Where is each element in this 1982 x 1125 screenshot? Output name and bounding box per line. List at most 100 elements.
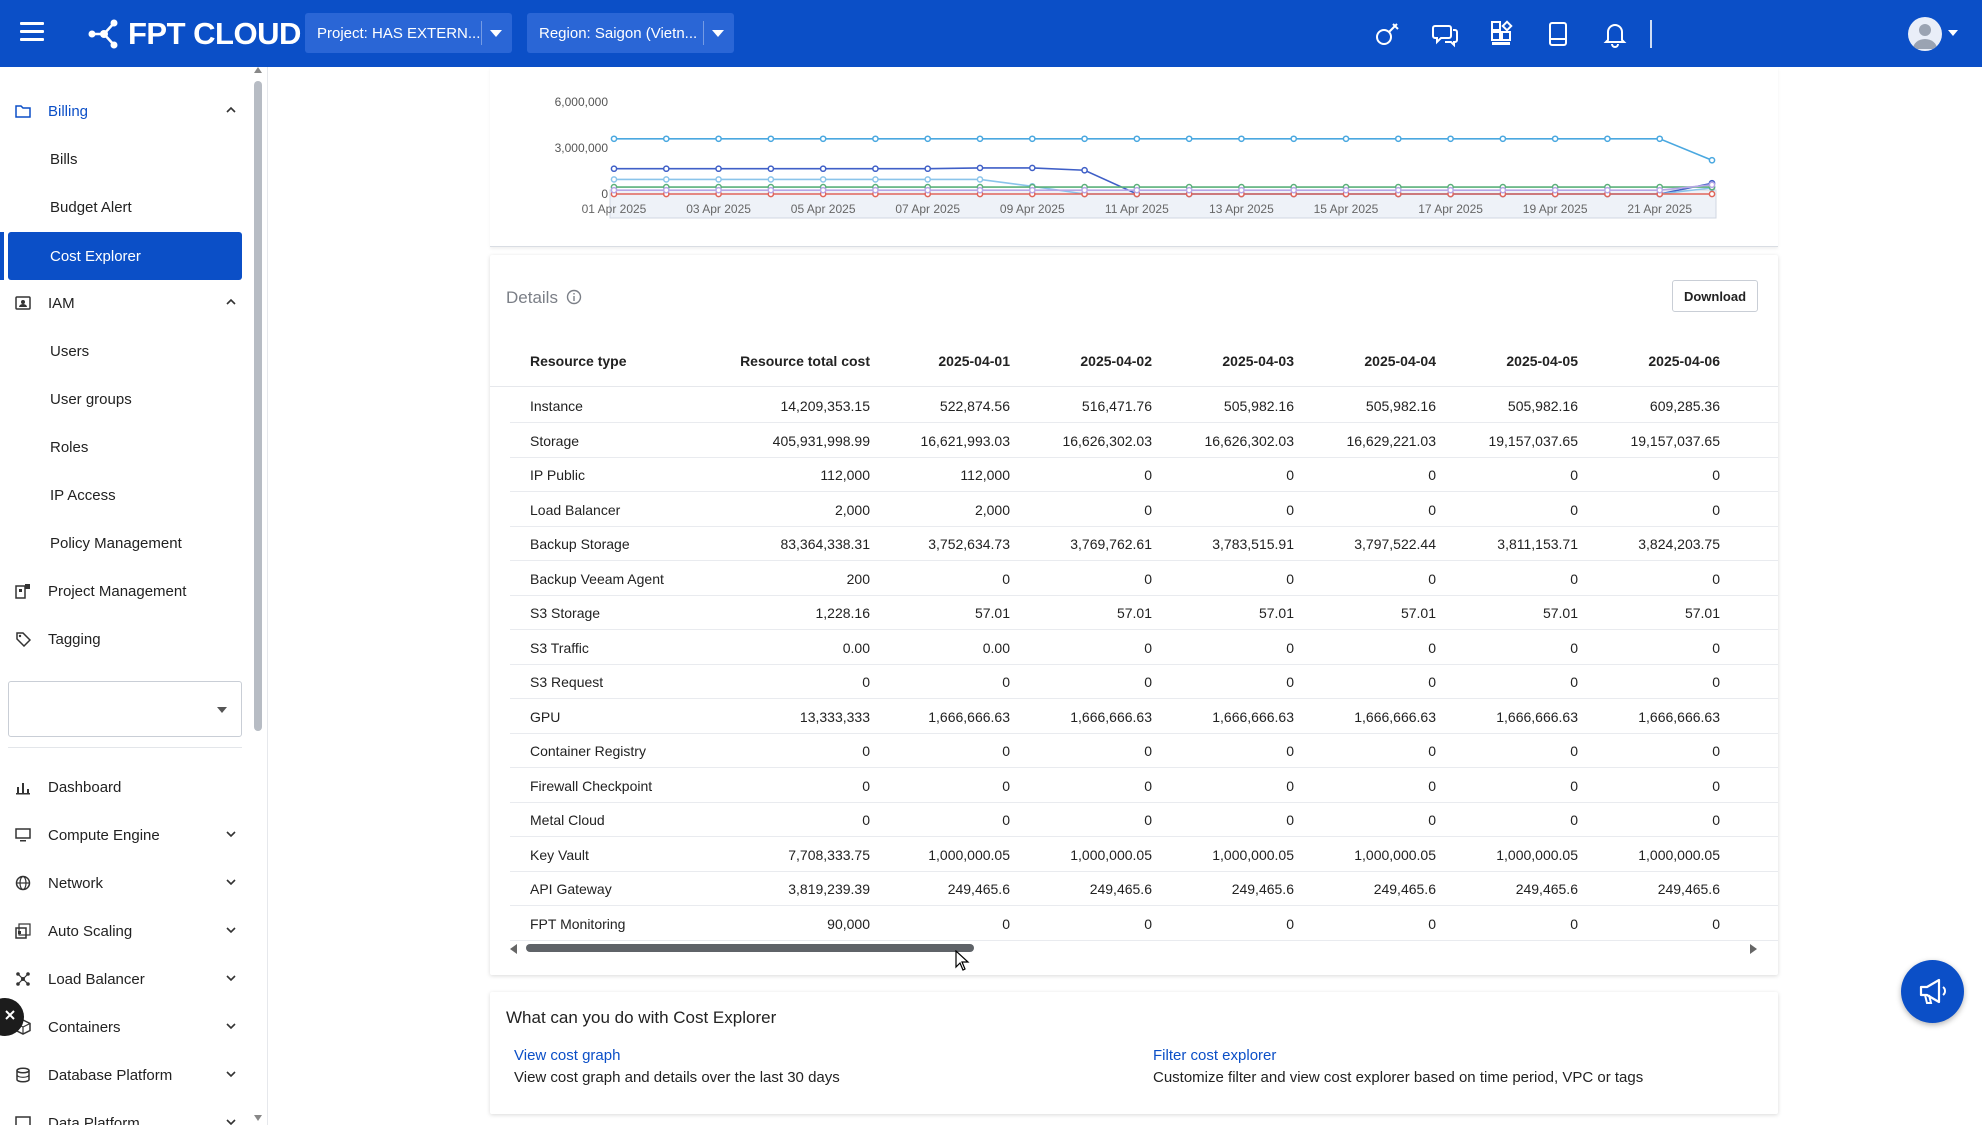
data-point[interactable] — [610, 135, 618, 143]
sidebar-item-users[interactable]: Users — [50, 342, 90, 360]
user-avatar[interactable] — [1908, 17, 1942, 51]
data-point[interactable] — [610, 165, 618, 173]
data-point[interactable] — [1081, 135, 1088, 143]
data-point[interactable] — [924, 135, 932, 143]
data-point[interactable] — [662, 186, 670, 194]
scroll-right-arrow[interactable] — [1750, 944, 1757, 954]
data-point[interactable] — [1290, 186, 1298, 194]
sidebar-item-dashboard[interactable]: Dashboard — [0, 767, 250, 807]
data-point[interactable] — [1394, 186, 1402, 194]
logo[interactable]: FPT CLOUD — [86, 14, 301, 54]
sidebar-scrollbar[interactable] — [254, 81, 262, 731]
data-point[interactable] — [662, 165, 670, 173]
download-button[interactable]: Download — [1672, 280, 1758, 312]
sidebar-item-network[interactable]: Network — [0, 863, 250, 903]
dev-tools-icon[interactable] — [1373, 20, 1401, 48]
data-point[interactable] — [1499, 135, 1507, 143]
menu-icon[interactable] — [20, 22, 44, 44]
data-point[interactable] — [1185, 135, 1193, 143]
filter-cost-explorer-link[interactable]: Filter cost explorer — [1153, 1047, 1277, 1064]
support-chat-icon[interactable] — [1431, 20, 1459, 48]
sidebar-item-auto-scaling[interactable]: Auto Scaling — [0, 911, 250, 951]
data-point[interactable] — [872, 165, 879, 173]
sidebar-item-billing[interactable]: Billing — [0, 91, 250, 131]
data-point[interactable] — [872, 176, 879, 183]
data-point[interactable] — [819, 165, 827, 173]
data-point[interactable] — [1447, 135, 1454, 143]
sidebar-item-policy-management[interactable]: Policy Management — [50, 534, 182, 552]
sidebar-item-cost-explorer[interactable]: Cost Explorer — [8, 232, 242, 280]
sidebar-item-tagging[interactable]: Tagging — [0, 619, 250, 659]
data-point[interactable] — [1656, 186, 1664, 194]
data-point[interactable] — [1708, 190, 1716, 198]
data-point[interactable] — [767, 165, 775, 173]
data-point[interactable] — [1708, 181, 1716, 189]
data-point[interactable] — [924, 176, 932, 183]
region-select[interactable]: Region: Saigon (Vietn... — [527, 13, 734, 53]
data-point[interactable] — [1185, 186, 1193, 194]
scroll-left-arrow[interactable] — [510, 944, 517, 954]
data-point[interactable] — [1551, 135, 1559, 143]
sidebar-item-compute-engine[interactable]: Compute Engine — [0, 815, 250, 855]
data-point[interactable] — [1133, 186, 1141, 194]
data-point[interactable] — [1081, 186, 1088, 194]
data-point[interactable] — [1708, 156, 1716, 164]
data-point[interactable] — [662, 176, 670, 183]
sidebar-item-project-management[interactable]: Project Management — [0, 571, 250, 611]
data-point[interactable] — [1081, 166, 1088, 174]
data-point[interactable] — [610, 186, 618, 194]
view-cost-graph-link[interactable]: View cost graph — [514, 1047, 621, 1064]
data-point[interactable] — [1656, 135, 1664, 143]
data-point[interactable] — [1342, 135, 1350, 143]
notification-bell-icon[interactable] — [1601, 20, 1629, 48]
data-point[interactable] — [767, 176, 775, 183]
chevron-down-icon[interactable] — [1948, 30, 1958, 36]
data-point[interactable] — [976, 176, 984, 183]
sidebar-item-data-platform[interactable]: Data Platform — [0, 1103, 250, 1125]
apps-grid-icon[interactable] — [1488, 20, 1516, 48]
document-icon[interactable] — [1544, 20, 1572, 48]
horizontal-scrollbar[interactable] — [526, 944, 974, 952]
data-point[interactable] — [610, 176, 618, 183]
data-point[interactable] — [976, 186, 984, 194]
sidebar-item-budget-alert[interactable]: Budget Alert — [50, 198, 132, 216]
sidebar-item-database-platform[interactable]: Database Platform — [0, 1055, 250, 1095]
service-dropdown[interactable] — [8, 681, 242, 737]
data-point[interactable] — [819, 176, 827, 183]
announcement-button[interactable] — [1901, 960, 1964, 1023]
data-point[interactable] — [715, 186, 722, 194]
project-select[interactable]: Project: HAS EXTERN... — [305, 13, 512, 53]
data-point[interactable] — [1499, 186, 1507, 194]
data-point[interactable] — [1028, 135, 1036, 143]
data-point[interactable] — [1133, 135, 1141, 143]
data-point[interactable] — [1290, 135, 1298, 143]
data-point[interactable] — [1447, 186, 1454, 194]
info-icon[interactable] — [566, 289, 582, 305]
data-point[interactable] — [1028, 186, 1036, 194]
data-point[interactable] — [715, 176, 722, 183]
data-point[interactable] — [819, 135, 827, 143]
data-point[interactable] — [1394, 135, 1402, 143]
sidebar-item-iam[interactable]: IAM — [0, 283, 250, 323]
data-point[interactable] — [976, 135, 984, 143]
sidebar-item-user-groups[interactable]: User groups — [50, 390, 132, 408]
data-point[interactable] — [924, 186, 932, 194]
data-point[interactable] — [1238, 135, 1245, 143]
data-point[interactable] — [767, 135, 775, 143]
sidebar-item-roles[interactable]: Roles — [50, 438, 89, 456]
data-point[interactable] — [1238, 186, 1245, 194]
sidebar-scroll-up[interactable] — [254, 67, 262, 73]
sidebar-scroll-down[interactable] — [254, 1115, 262, 1121]
data-point[interactable] — [767, 186, 775, 194]
sidebar-item-containers[interactable]: Containers — [0, 1007, 250, 1047]
data-point[interactable] — [1604, 186, 1611, 194]
data-point[interactable] — [1028, 164, 1036, 172]
close-overlay-button[interactable] — [0, 998, 24, 1036]
data-point[interactable] — [662, 135, 670, 143]
data-point[interactable] — [1551, 186, 1559, 194]
data-point[interactable] — [976, 164, 984, 172]
data-point[interactable] — [924, 165, 932, 173]
sidebar-item-bills[interactable]: Bills — [50, 150, 78, 168]
sidebar-item-load-balancer[interactable]: Load Balancer — [0, 959, 250, 999]
data-point[interactable] — [715, 135, 722, 143]
